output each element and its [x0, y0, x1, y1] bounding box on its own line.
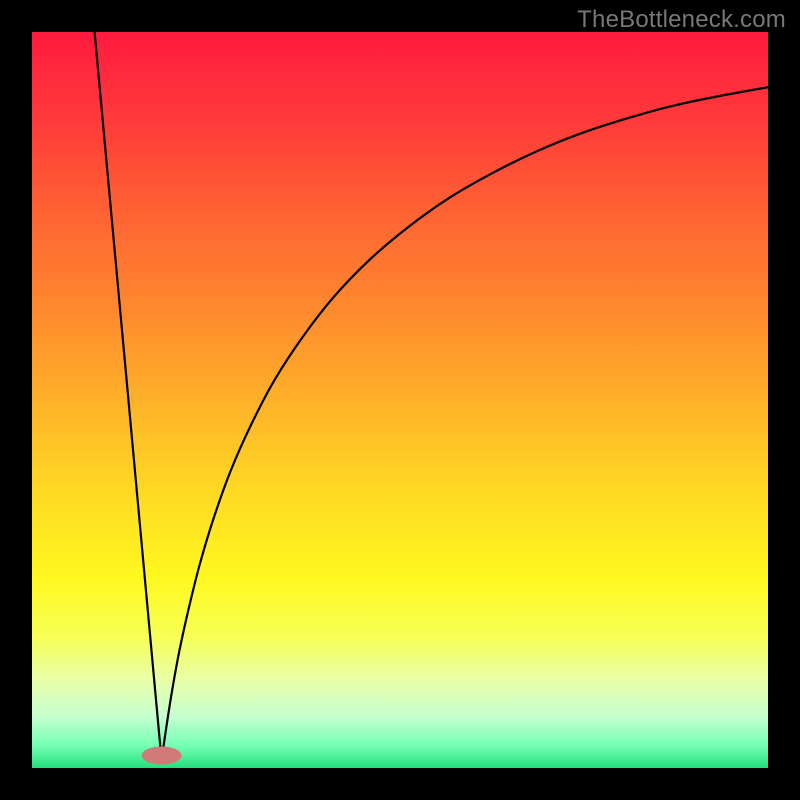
optimal-marker	[142, 746, 182, 764]
chart-container: { "watermark": { "text": "TheBottleneck.…	[0, 0, 800, 800]
plot-background	[32, 32, 768, 768]
watermark-text: TheBottleneck.com	[577, 6, 786, 34]
bottleneck-chart	[0, 0, 800, 800]
